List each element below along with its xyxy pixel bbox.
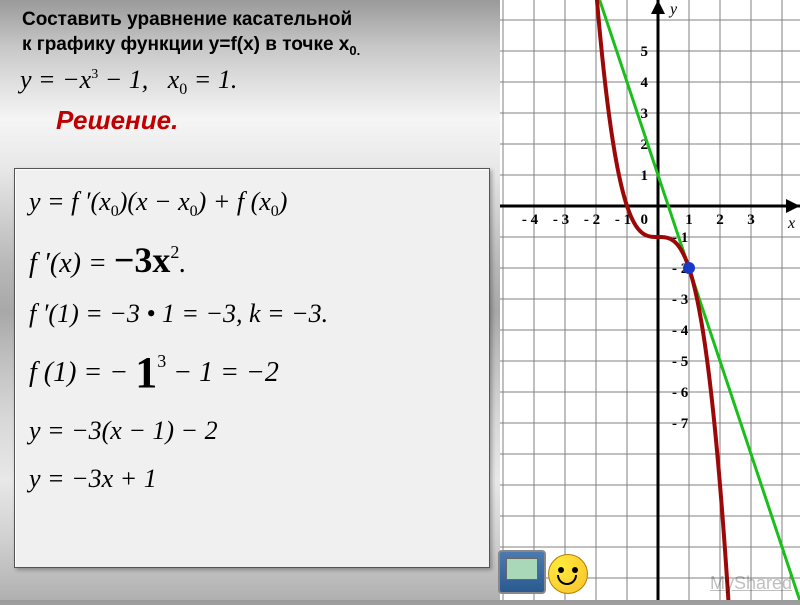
eq-tangent-general: y = f ′(x0)(x − x0) + f (x0) xyxy=(29,187,475,221)
svg-text:- 7: - 7 xyxy=(672,416,689,432)
eq-derivative: f ′(x) = −3x2. xyxy=(29,239,475,281)
svg-text:- 5: - 5 xyxy=(672,354,688,370)
svg-text:0: 0 xyxy=(641,212,649,228)
graph-svg: - 4- 3- 2- 1123- 7- 6- 5- 4- 3- 2- 11234… xyxy=(500,0,800,600)
eq-fprime-at-1: f ′(1) = −3 • 1 = −3, k = −3. xyxy=(29,299,475,329)
svg-text:- 3: - 3 xyxy=(553,212,569,228)
eq-tangent-final: y = −3x + 1 xyxy=(29,464,475,494)
svg-text:x: x xyxy=(787,215,795,232)
svg-text:3: 3 xyxy=(641,106,649,122)
svg-text:- 2: - 2 xyxy=(584,212,600,228)
footer-icons xyxy=(498,550,588,594)
svg-text:5: 5 xyxy=(641,44,649,60)
svg-text:2: 2 xyxy=(716,212,724,228)
svg-text:y: y xyxy=(668,1,678,18)
smiley-icon xyxy=(548,554,588,594)
svg-text:1: 1 xyxy=(685,212,693,228)
svg-text:4: 4 xyxy=(641,75,649,91)
svg-text:1: 1 xyxy=(641,168,649,184)
eq-f-at-1: f (1) = − 13 − 1 = −2 xyxy=(29,347,475,398)
svg-text:- 4: - 4 xyxy=(522,212,539,228)
eq-tangent-form: y = −3(x − 1) − 2 xyxy=(29,416,475,446)
svg-text:- 4: - 4 xyxy=(672,323,689,339)
computer-icon xyxy=(498,550,546,594)
svg-text:- 3: - 3 xyxy=(672,292,688,308)
solution-box: y = f ′(x0)(x − x0) + f (x0) f ′(x) = −3… xyxy=(14,168,490,568)
svg-text:- 6: - 6 xyxy=(672,385,689,401)
graph-panel: - 4- 3- 2- 1123- 7- 6- 5- 4- 3- 2- 11234… xyxy=(500,0,800,600)
svg-text:3: 3 xyxy=(747,212,755,228)
